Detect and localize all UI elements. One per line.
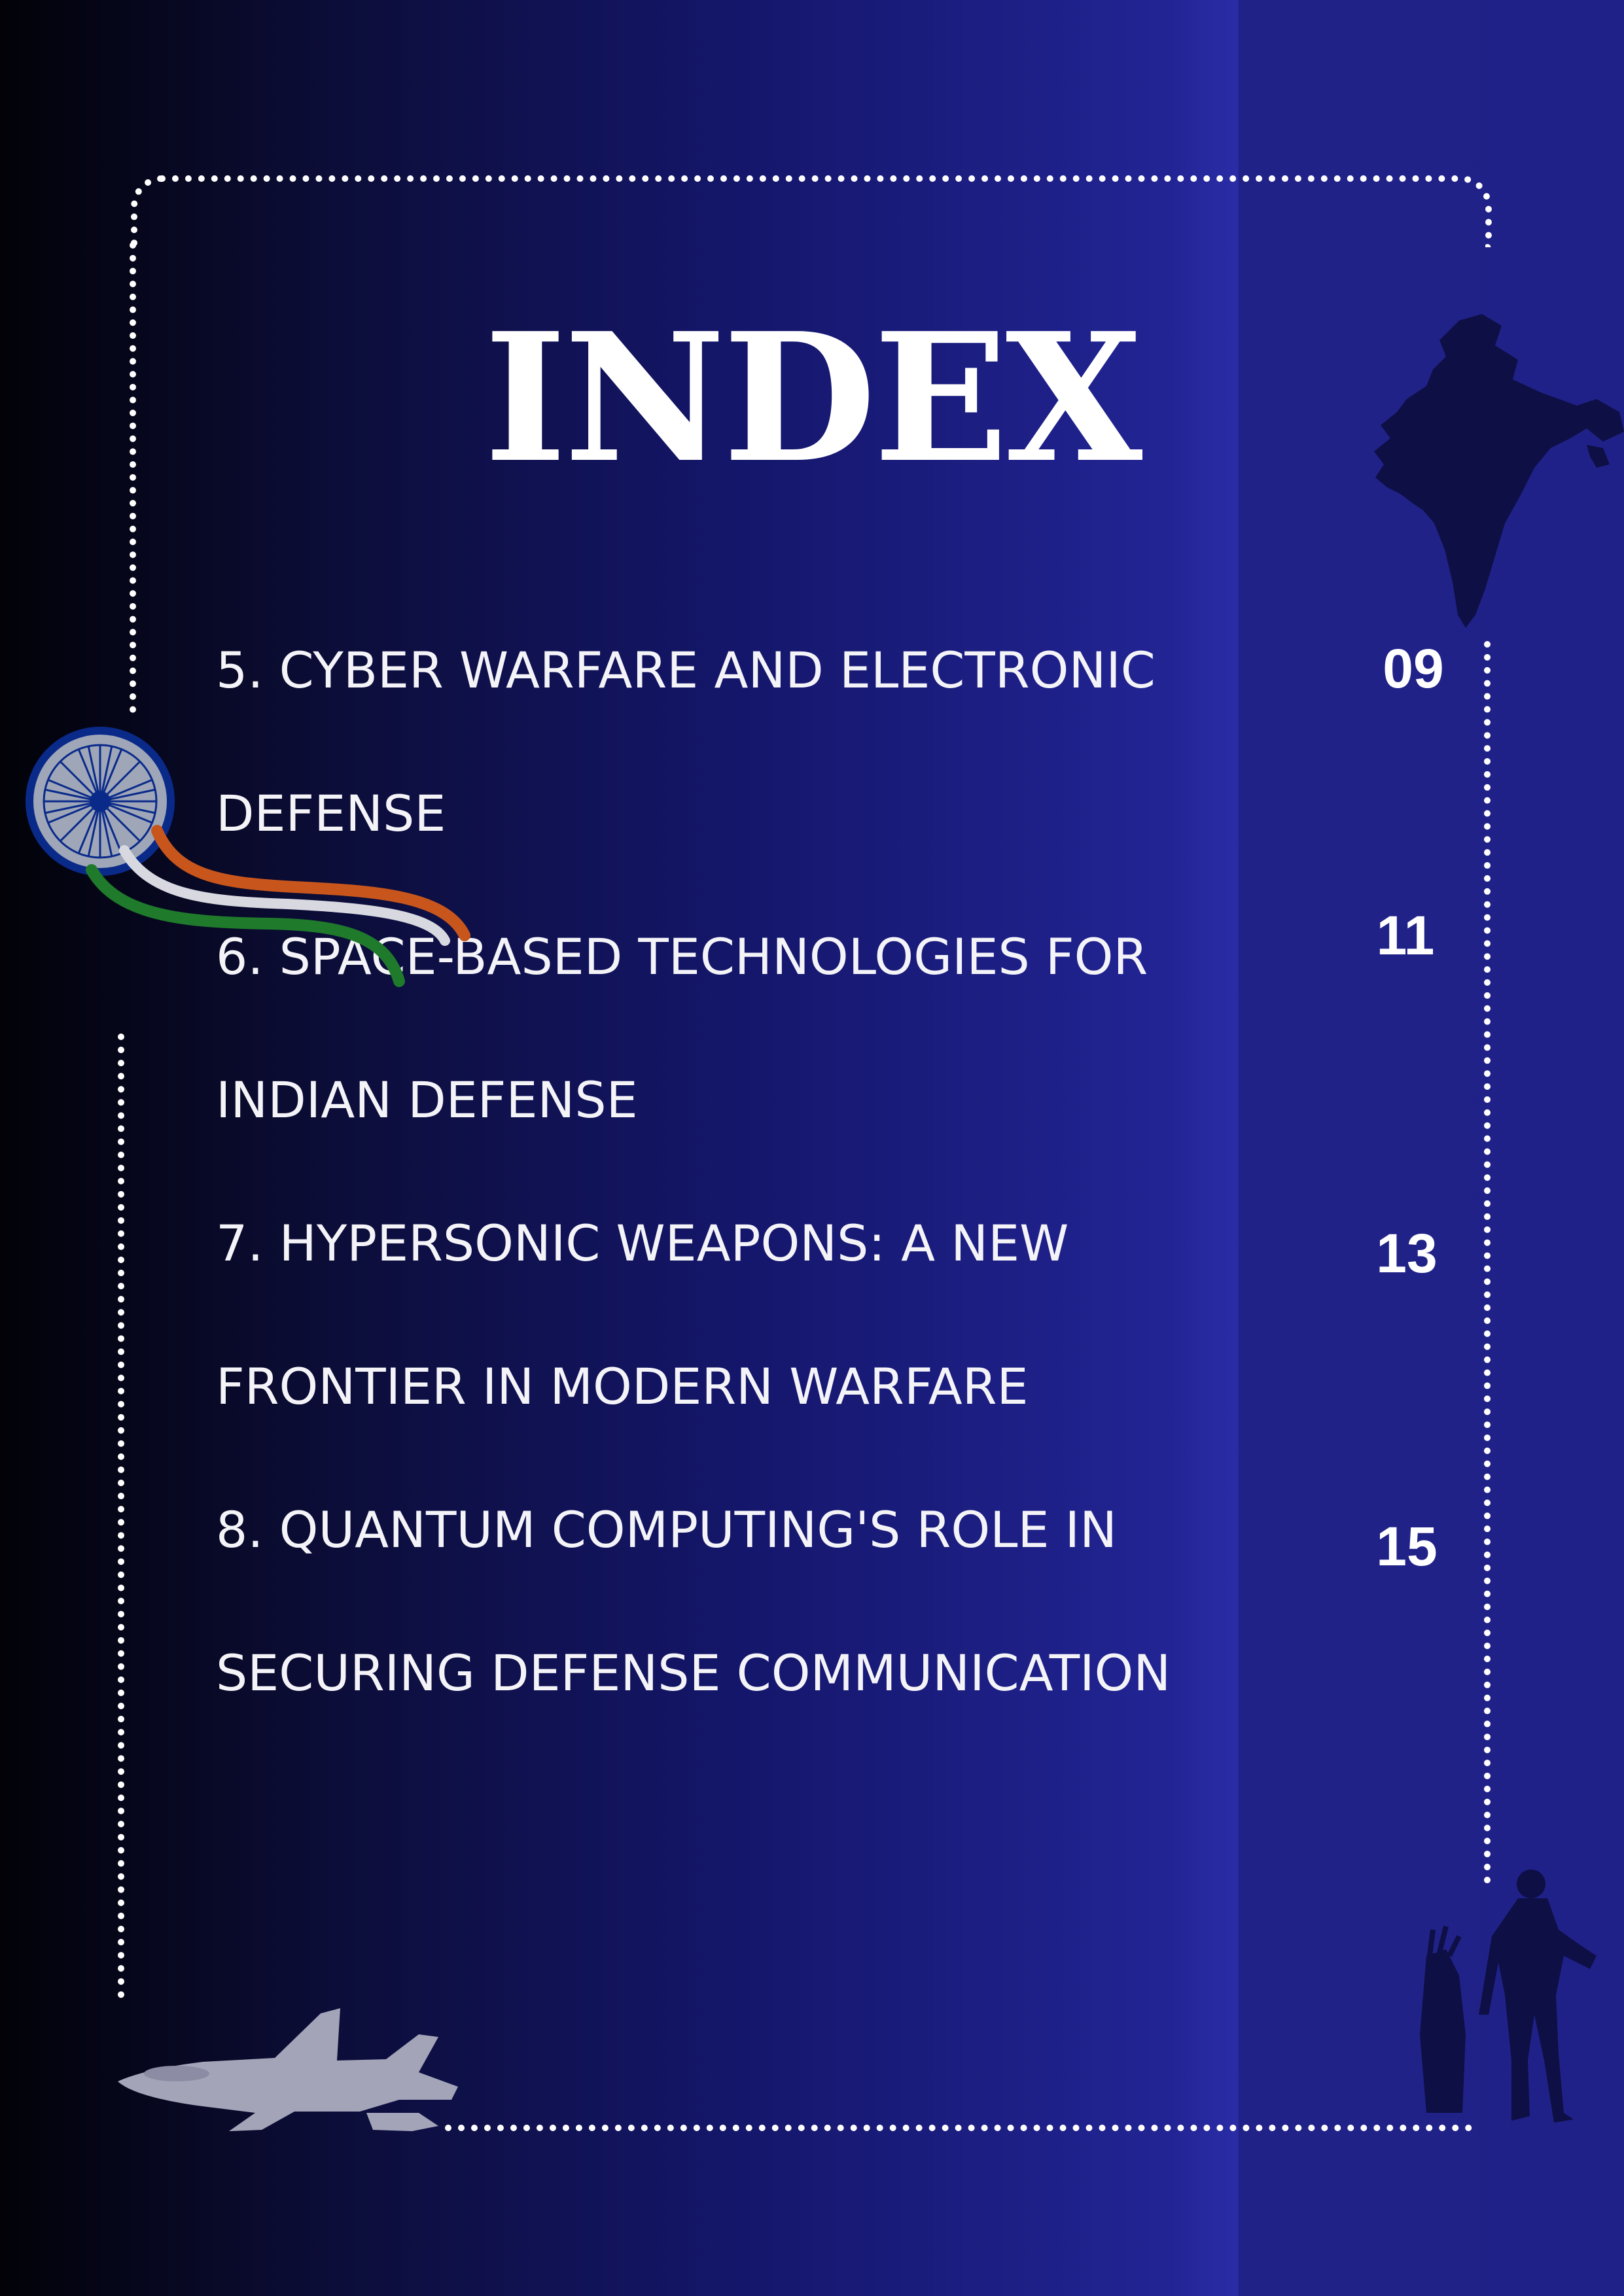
dotted-frame-bottom xyxy=(445,2125,1472,2131)
index-entry-5-line2: DEFENSE xyxy=(216,784,446,843)
index-entry-7-line1: 7. HYPERSONIC WEAPONS: A NEW xyxy=(216,1214,1069,1272)
index-entry-5-page: 09 xyxy=(1383,638,1444,699)
tricolor-ribbon-icon xyxy=(86,825,470,987)
index-entry-8-page: 15 xyxy=(1376,1516,1438,1577)
soldier-silhouette-icon xyxy=(1420,1870,1597,2123)
dotted-frame-right-lower xyxy=(1484,641,1491,1884)
dotted-frame-top xyxy=(131,175,1492,247)
ashoka-chakra-icon xyxy=(26,727,175,876)
index-entry-5-line1: 5. CYBER WARFARE AND ELECTRONIC xyxy=(216,641,1156,699)
index-entry-8-line1: 8. QUANTUM COMPUTING'S ROLE IN xyxy=(216,1501,1117,1559)
index-entry-8-line2: SECURING DEFENSE COMMUNICATION xyxy=(216,1644,1171,1702)
index-entry-6-line2: INDIAN DEFENSE xyxy=(216,1071,638,1129)
fighter-jet-icon xyxy=(118,2008,458,2131)
index-entry-6-page: 11 xyxy=(1376,905,1435,966)
dotted-frame-left-lower xyxy=(118,1034,124,1998)
india-map-icon xyxy=(1374,314,1624,628)
dotted-frame-left-upper xyxy=(130,242,136,713)
index-entry-7-page: 13 xyxy=(1376,1223,1438,1284)
page-title: INDEX xyxy=(484,294,1143,502)
index-entry-7-line2: FRONTIER IN MODERN WARFARE xyxy=(216,1357,1029,1416)
